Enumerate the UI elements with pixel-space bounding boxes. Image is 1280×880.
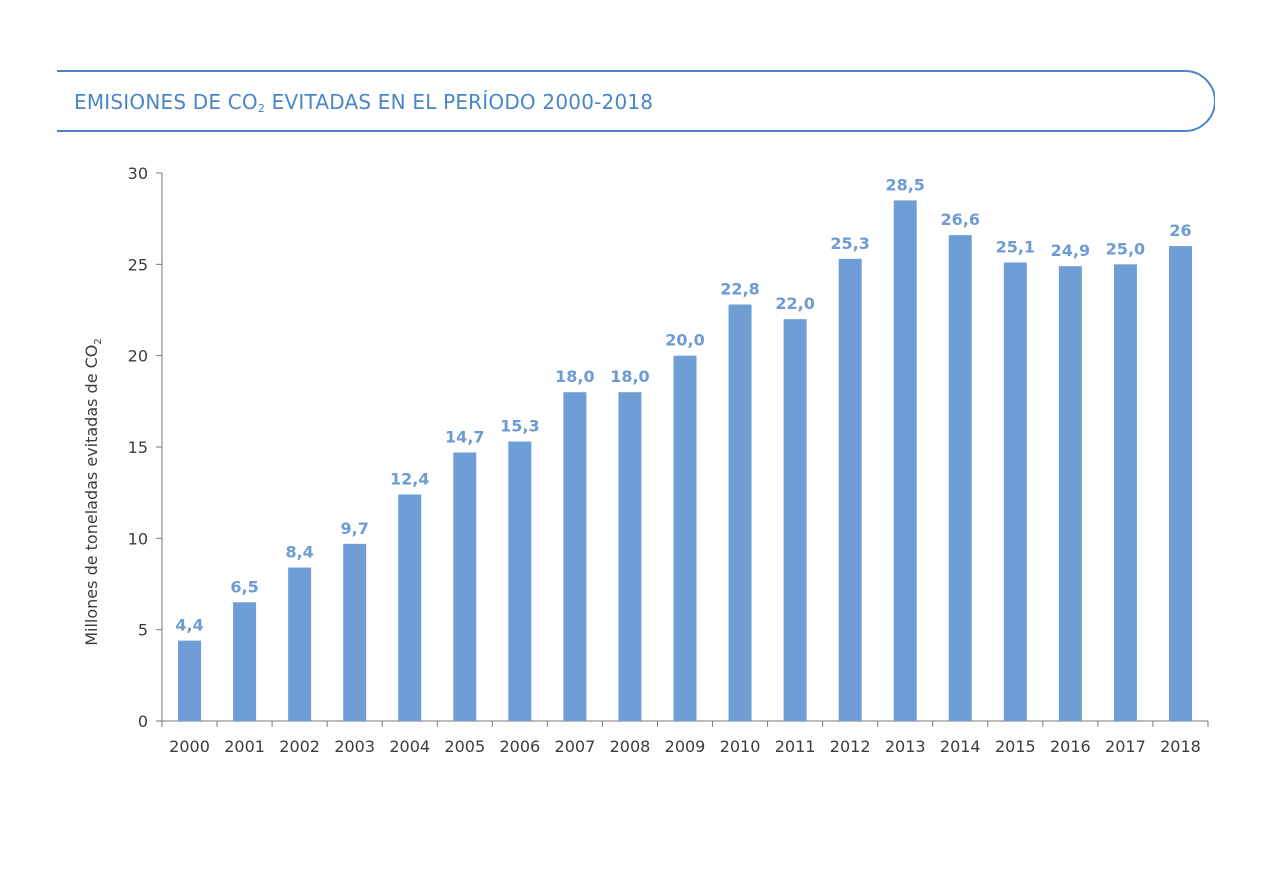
bar-value-label: 8,4 (285, 543, 313, 562)
x-tick-label: 2010 (720, 737, 761, 756)
bar-value-label: 18,0 (610, 367, 649, 386)
bar-value-label: 22,8 (720, 280, 759, 299)
bar (233, 602, 257, 721)
bar (728, 304, 752, 721)
x-tick-label: 2017 (1105, 737, 1146, 756)
bar (1003, 262, 1027, 721)
y-tick-label: 30 (128, 164, 148, 183)
bar-value-label: 14,7 (445, 427, 484, 446)
chart-title-pre: EMISIONES DE CO (74, 90, 258, 114)
bar (508, 441, 532, 721)
x-tick-label: 2007 (555, 737, 596, 756)
bar-value-label: 28,5 (885, 175, 924, 194)
bar-value-label: 26 (1169, 221, 1191, 240)
title-banner-outline (57, 70, 1215, 132)
x-tick-label: 2001 (224, 737, 265, 756)
x-tick-label: 2003 (334, 737, 375, 756)
y-tick-label: 10 (128, 529, 148, 548)
bar (783, 319, 807, 721)
y-tick-label: 5 (138, 621, 148, 640)
bar-value-label: 25,1 (996, 238, 1035, 257)
x-tick-label: 2015 (995, 737, 1036, 756)
bar (1168, 246, 1192, 722)
bar (1113, 264, 1137, 721)
title-banner: EMISIONES DE CO2 EVITADAS EN EL PERÍODO … (57, 70, 1215, 132)
x-tick-label: 2002 (279, 737, 320, 756)
bar-value-label: 9,7 (341, 519, 369, 538)
x-tick-label: 2014 (940, 737, 981, 756)
bar-value-label: 22,0 (775, 294, 814, 313)
y-tick-label: 0 (138, 712, 148, 731)
bar (288, 567, 312, 721)
chart-title-post: EVITADAS EN EL PERÍODO 2000-2018 (265, 90, 654, 114)
x-tick-label: 2000 (169, 737, 210, 756)
chart-title: EMISIONES DE CO2 EVITADAS EN EL PERÍODO … (74, 90, 653, 114)
x-tick-label: 2016 (1050, 737, 1091, 756)
x-tick-label: 2013 (885, 737, 926, 756)
bar-value-label: 4,4 (175, 616, 203, 635)
bar (893, 200, 917, 721)
y-tick-label: 25 (128, 255, 148, 274)
x-tick-label: 2006 (499, 737, 540, 756)
bar-value-label: 25,3 (830, 234, 869, 253)
bar (838, 258, 862, 721)
bar (343, 543, 367, 721)
y-tick-label: 15 (128, 438, 148, 457)
bar (398, 494, 422, 721)
bar (563, 392, 587, 721)
bar-value-label: 6,5 (230, 577, 258, 596)
bar-value-label: 18,0 (555, 367, 594, 386)
x-tick-label: 2004 (389, 737, 430, 756)
x-tick-label: 2005 (444, 737, 485, 756)
bar (618, 392, 642, 721)
bar-value-label: 20,0 (665, 331, 704, 350)
bar-value-label: 25,0 (1106, 239, 1145, 258)
y-tick-label: 20 (128, 347, 148, 366)
x-tick-label: 2018 (1160, 737, 1201, 756)
bar (453, 452, 477, 721)
bar-value-label: 15,3 (500, 417, 539, 436)
bar (948, 235, 972, 721)
bar (178, 640, 202, 721)
y-axis-title-subscript: 2 (93, 338, 104, 344)
bar (1058, 266, 1082, 721)
y-axis-title: Millones de toneladas evitadas de CO2 (82, 338, 104, 646)
bar-value-label: 24,9 (1051, 241, 1090, 260)
bar (673, 355, 697, 721)
x-tick-label: 2012 (830, 737, 871, 756)
x-tick-label: 2008 (610, 737, 651, 756)
bar-value-label: 12,4 (390, 469, 429, 488)
x-tick-label: 2011 (775, 737, 816, 756)
bar-value-label: 26,6 (941, 210, 980, 229)
chart-title-subscript: 2 (257, 102, 266, 115)
x-tick-label: 2009 (665, 737, 706, 756)
y-axis-title-main: Millones de toneladas evitadas de CO (82, 345, 101, 646)
